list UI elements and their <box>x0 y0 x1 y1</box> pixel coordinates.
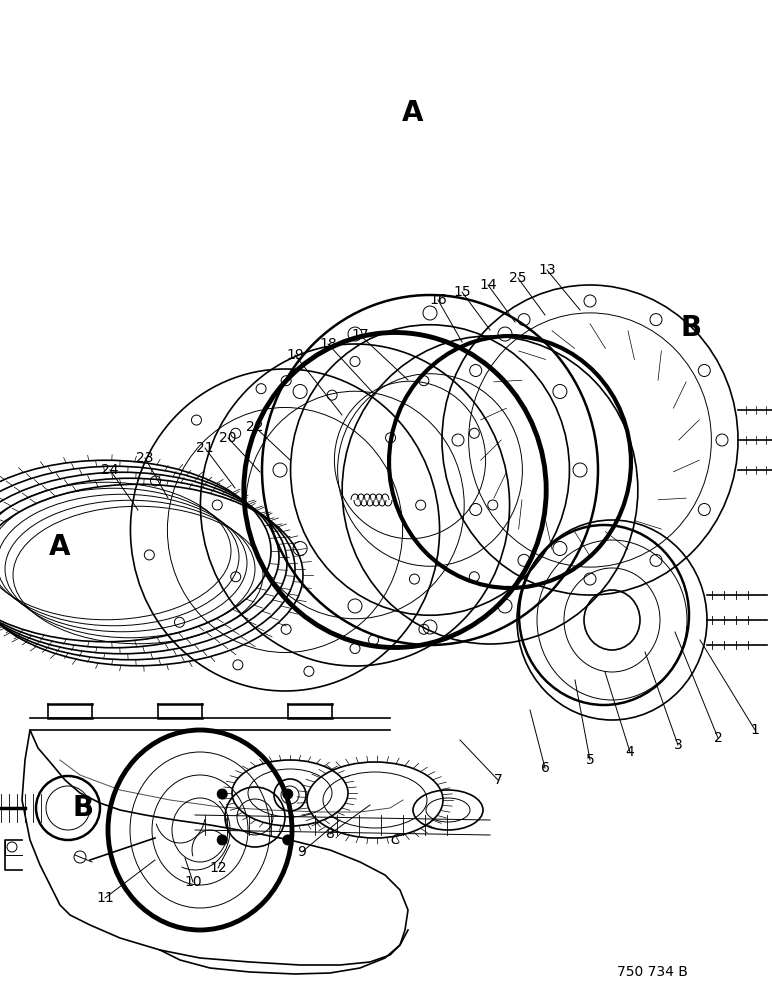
Ellipse shape <box>217 835 227 845</box>
Text: A: A <box>49 533 70 561</box>
Text: 12: 12 <box>209 861 227 875</box>
Text: 23: 23 <box>136 451 154 465</box>
Text: 7: 7 <box>493 773 503 787</box>
Text: 20: 20 <box>219 431 237 445</box>
Text: 17: 17 <box>351 328 369 342</box>
Text: 13: 13 <box>538 263 556 277</box>
Text: 22: 22 <box>246 420 264 434</box>
Text: 11: 11 <box>96 891 114 905</box>
Text: 2: 2 <box>713 731 723 745</box>
Text: 18: 18 <box>319 337 337 351</box>
Text: 10: 10 <box>185 875 201 889</box>
Text: 4: 4 <box>625 745 635 759</box>
Text: 1: 1 <box>750 723 760 737</box>
Text: 3: 3 <box>674 738 682 752</box>
Text: B: B <box>73 794 94 822</box>
Text: 15: 15 <box>453 285 471 299</box>
Text: 14: 14 <box>479 278 497 292</box>
Ellipse shape <box>283 835 293 845</box>
Text: 5: 5 <box>586 753 594 767</box>
Text: 9: 9 <box>297 845 306 859</box>
Text: 19: 19 <box>286 348 304 362</box>
Text: 750 734 B: 750 734 B <box>617 965 688 979</box>
Text: C: C <box>390 833 400 847</box>
Text: 25: 25 <box>510 271 527 285</box>
Ellipse shape <box>217 789 227 799</box>
Text: 21: 21 <box>196 441 214 455</box>
Text: 8: 8 <box>326 827 334 841</box>
Text: A: A <box>402 99 424 127</box>
Text: 16: 16 <box>429 293 447 307</box>
Text: 6: 6 <box>540 761 550 775</box>
Text: 24: 24 <box>101 463 119 477</box>
Text: B: B <box>680 314 702 342</box>
Ellipse shape <box>283 789 293 799</box>
